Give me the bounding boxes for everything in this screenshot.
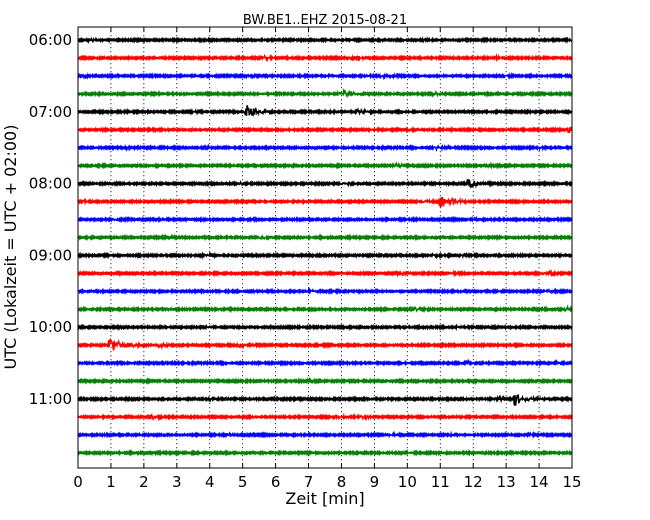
- trace-row-0600: [77, 36, 573, 45]
- x-tick-label: 1: [106, 473, 116, 491]
- trace-row-0815: [77, 196, 573, 208]
- x-tick-label: 14: [530, 473, 549, 491]
- plot-frame: [77, 26, 573, 469]
- chart-title: BW.BE1..EHZ 2015-08-21: [243, 13, 407, 28]
- trace-row-0630: [77, 71, 573, 81]
- x-tick-label: 10: [398, 473, 417, 491]
- y-tick-label: 10:00: [29, 318, 72, 336]
- y-tick-label: 07:00: [29, 103, 72, 121]
- x-tick-label: 5: [238, 473, 248, 491]
- trace-row-0945: [77, 304, 573, 314]
- trace-row-0700: [77, 105, 573, 117]
- x-tick-label: 7: [304, 473, 314, 491]
- trace-row-1145: [77, 448, 573, 457]
- x-axis: 0 1 2 3 4 5 6 7 8 9 10 11 12 13 14 15: [73, 27, 582, 491]
- x-tick-label: 3: [172, 473, 182, 491]
- trace-row-0930: [77, 286, 573, 296]
- trace-row-1045: [77, 376, 573, 386]
- y-tick-label: 11:00: [29, 390, 72, 408]
- trace-row-0715: [77, 125, 573, 134]
- x-tick-label: 13: [497, 473, 516, 491]
- x-tick-label: 4: [205, 473, 215, 491]
- trace-row-0645: [77, 88, 573, 99]
- x-tick-label: 9: [370, 473, 380, 491]
- y-tick-label: 09:00: [29, 246, 72, 264]
- trace-row-0730: [77, 143, 573, 153]
- trace-row-0915: [77, 268, 573, 278]
- y-tick-label: 08:00: [29, 175, 72, 193]
- y-axis: 06:00 07:00 08:00 09:00 10:00 11:00: [29, 31, 572, 408]
- trace-row-0745: [77, 161, 573, 171]
- x-tick-label: 15: [562, 473, 581, 491]
- trace-row-0900: [77, 251, 573, 260]
- x-tick-label: 11: [431, 473, 450, 491]
- grid-lines: [110, 27, 540, 468]
- trace-row-1100: [77, 394, 573, 406]
- y-tick-label: 06:00: [29, 31, 72, 49]
- x-axis-label: Zeit [min]: [285, 489, 364, 508]
- trace-row-1015: [77, 338, 573, 351]
- trace-row-1030: [77, 358, 573, 367]
- trace-row-0830: [77, 215, 573, 224]
- trace-row-0845: [77, 233, 573, 242]
- x-tick-label: 12: [464, 473, 483, 491]
- y-axis-label: UTC (Lokalzeit = UTC + 02:00): [1, 125, 20, 370]
- x-tick-label: 0: [73, 473, 83, 491]
- trace-row-0800: [77, 178, 573, 189]
- trace-row-1115: [77, 412, 573, 422]
- trace-row-0615: [77, 53, 573, 63]
- seismogram-traces: [77, 36, 573, 457]
- x-tick-label: 8: [337, 473, 347, 491]
- trace-row-1000: [77, 323, 573, 331]
- x-tick-label: 6: [271, 473, 281, 491]
- x-tick-label: 2: [139, 473, 149, 491]
- trace-row-1130: [77, 430, 573, 439]
